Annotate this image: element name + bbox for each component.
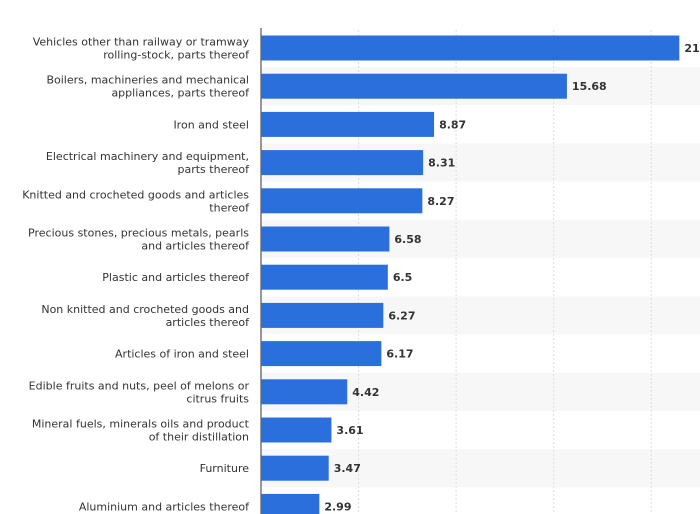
- bar[interactable]: [261, 493, 320, 514]
- value-label: 6.17: [386, 348, 413, 361]
- value-labels: 21.44 15.68 8.87 8.31 8.27 6.58 6.5 6.27 6.17 4.4…: [324, 42, 700, 513]
- category-label-line: Knitted and crocheted goods and articles: [22, 188, 249, 201]
- category-label-line: Articles of iron and steel: [115, 348, 249, 361]
- value-label: 3.47: [334, 462, 361, 475]
- category-label: Non knitted and crocheted goods and artic…: [41, 303, 250, 329]
- value-label: 6.5: [393, 271, 413, 284]
- category-label-line: Electrical machinery and equipment,: [46, 150, 249, 163]
- value-label: 2.99: [324, 500, 351, 513]
- bar[interactable]: [261, 111, 435, 137]
- category-label: Articles of iron and steel: [115, 348, 249, 361]
- category-label-line: rolling-stock, parts thereof: [103, 49, 250, 62]
- bar[interactable]: [261, 73, 567, 99]
- category-label: Precious stones, precious metals, pearls…: [28, 227, 250, 253]
- category-label-line: Mineral fuels, minerals oils and product: [32, 418, 250, 431]
- category-label: Electrical machinery and equipment, parts…: [46, 150, 250, 176]
- value-label: 21.44: [684, 42, 700, 55]
- category-label-line: Non knitted and crocheted goods and: [41, 303, 249, 316]
- category-label-line: Plastic and articles thereof: [102, 271, 250, 284]
- category-label: Plastic and articles thereof: [102, 271, 250, 284]
- category-label-line: and articles thereof: [141, 240, 250, 253]
- category-label: Knitted and crocheted goods and articles…: [22, 188, 250, 214]
- bar[interactable]: [261, 188, 423, 214]
- category-label: Boilers, machineries and mechanical appli…: [46, 74, 250, 100]
- row-band: [261, 449, 700, 488]
- category-label: Iron and steel: [173, 118, 249, 131]
- category-label-line: Vehicles other than railway or tramway: [33, 36, 250, 49]
- category-label-line: Furniture: [200, 462, 250, 475]
- value-label: 6.27: [388, 309, 415, 322]
- category-label-line: Boilers, machineries and mechanical: [46, 74, 249, 87]
- bar[interactable]: [261, 150, 424, 176]
- category-label-line: articles thereof: [166, 316, 251, 329]
- bar[interactable]: [261, 379, 348, 405]
- bar[interactable]: [261, 226, 390, 252]
- value-label: 8.31: [428, 157, 455, 170]
- category-label-line: Iron and steel: [173, 118, 249, 131]
- category-label-line: citrus fruits: [186, 392, 249, 405]
- bar[interactable]: [261, 341, 382, 367]
- category-label-line: Aluminium and articles thereof: [79, 500, 250, 513]
- category-label-line: appliances, parts thereof: [111, 87, 250, 100]
- bar[interactable]: [261, 302, 384, 328]
- category-label: Edible fruits and nuts, peel of melons o…: [29, 379, 250, 405]
- bar[interactable]: [261, 35, 680, 61]
- value-label: 8.87: [439, 118, 466, 131]
- value-label: 6.58: [394, 233, 421, 246]
- value-label: 3.61: [336, 424, 363, 437]
- category-label-line: parts thereof: [178, 163, 251, 176]
- bar[interactable]: [261, 417, 332, 443]
- bar-series: [261, 35, 680, 514]
- bar[interactable]: [261, 455, 329, 481]
- value-label: 15.68: [572, 80, 607, 93]
- value-label: 8.27: [427, 195, 454, 208]
- category-label: Furniture: [200, 462, 250, 475]
- category-label: Mineral fuels, minerals oils and product…: [32, 418, 250, 444]
- category-labels: Vehicles other than railway or tramway ro…: [22, 36, 250, 514]
- category-label-line: Edible fruits and nuts, peel of melons o…: [29, 379, 250, 392]
- category-label-line: Precious stones, precious metals, pearls: [28, 227, 249, 240]
- bar[interactable]: [261, 264, 388, 290]
- category-label: Vehicles other than railway or tramway ro…: [33, 36, 250, 62]
- category-label-line: thereof: [209, 201, 250, 214]
- value-label: 4.42: [352, 386, 379, 399]
- category-label: Aluminium and articles thereof: [79, 500, 250, 513]
- category-label-line: of their distillation: [149, 431, 249, 444]
